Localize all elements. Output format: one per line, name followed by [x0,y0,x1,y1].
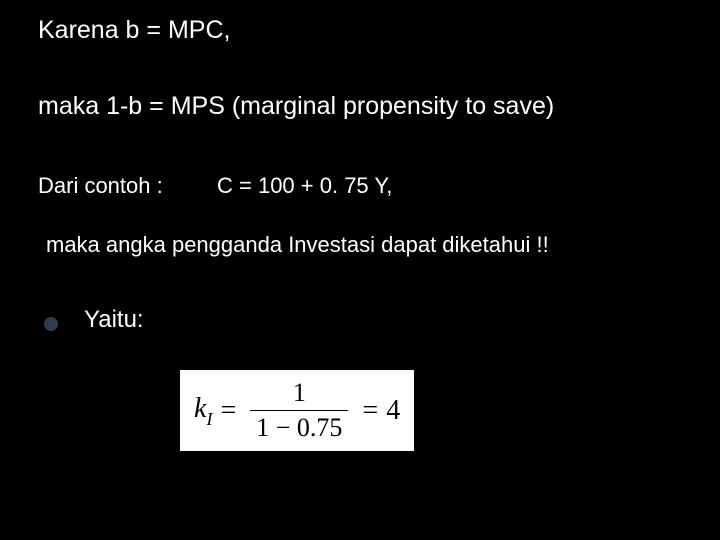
equation-fraction: 1 1 − 0.75 [250,378,348,443]
equation-lhs: kI [194,393,212,429]
bullet-icon [44,317,58,331]
equals-sign-2: = [362,395,378,427]
text-line-2: maka 1-b = MPS (marginal propensity to s… [38,92,554,121]
equation-result: 4 [386,395,400,427]
text-line-5: Yaitu: [84,306,144,334]
text-line-3-label: Dari contoh : [38,173,163,199]
equation-box: kI = 1 1 − 0.75 = 4 [180,370,414,451]
equals-sign-1: = [220,395,236,427]
text-line-3-equation: C = 100 + 0. 75 Y, [217,173,392,199]
equation-numerator: 1 [287,378,312,410]
text-line-4: maka angka pengganda Investasi dapat dik… [46,232,549,258]
equation-lhs-subscript: I [206,409,212,429]
equation: kI = 1 1 − 0.75 = 4 [194,378,400,443]
text-line-1: Karena b = MPC, [38,16,230,45]
equation-lhs-symbol: k [194,393,206,424]
equation-denominator: 1 − 0.75 [250,410,348,443]
